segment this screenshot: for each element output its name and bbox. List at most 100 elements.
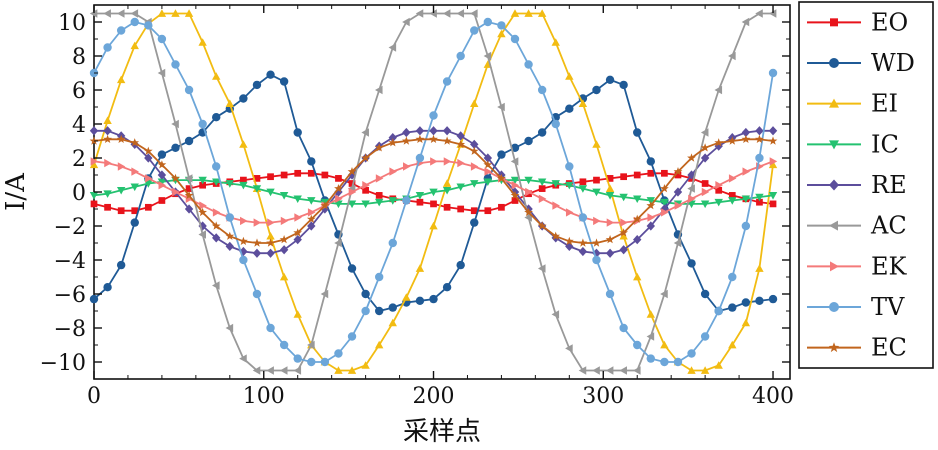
data-point-ei	[700, 366, 710, 374]
data-point-re	[619, 245, 628, 255]
data-point-eo	[647, 169, 655, 177]
data-point-ei	[402, 293, 411, 301]
data-point-wd	[768, 294, 778, 304]
data-point-eo	[470, 207, 478, 215]
data-point-ac	[212, 281, 220, 290]
data-point-tv	[456, 51, 465, 61]
data-point-ic	[293, 195, 302, 203]
data-point-re	[687, 170, 696, 180]
data-point-wd	[537, 128, 547, 137]
data-point-eo	[443, 203, 451, 211]
data-point-ac	[361, 128, 369, 137]
data-point-re	[565, 241, 574, 252]
data-point-ei	[714, 361, 723, 369]
data-point-wd	[605, 75, 615, 85]
data-point-ec	[768, 136, 778, 145]
data-point-ic	[116, 186, 126, 195]
data-point-wd	[470, 218, 479, 227]
data-point-ek	[280, 216, 289, 226]
data-point-tv	[592, 255, 601, 265]
data-point-ic	[374, 198, 384, 207]
data-point-ei	[741, 318, 751, 327]
data-point-tv	[157, 34, 167, 44]
data-point-ac	[116, 9, 125, 18]
data-point-ac	[415, 9, 424, 18]
data-point-ek	[593, 216, 601, 226]
data-point-ic	[578, 185, 588, 193]
data-point-ek	[348, 187, 357, 197]
data-point-eo	[728, 192, 736, 199]
data-point-ek	[552, 201, 560, 210]
data-point-tv	[510, 34, 520, 44]
legend-item-wd: WD	[807, 49, 915, 77]
data-point-ic	[565, 181, 574, 190]
data-point-wd	[429, 294, 438, 304]
data-point-ec	[660, 184, 669, 193]
series-tv	[89, 17, 778, 367]
data-point-re	[483, 153, 493, 163]
data-point-ei	[130, 41, 139, 50]
data-point-tv	[633, 340, 642, 350]
data-point-ei	[415, 264, 425, 272]
data-point-ec	[388, 138, 398, 147]
data-point-ek	[199, 201, 207, 210]
data-point-eo	[756, 198, 763, 206]
series-ac	[89, 9, 777, 375]
data-point-ek	[511, 181, 520, 190]
data-point-ec	[687, 153, 696, 162]
data-point-re	[741, 127, 751, 138]
data-point-eo	[253, 175, 261, 182]
series-ek	[90, 157, 778, 227]
data-point-eo	[430, 200, 437, 208]
legend-label: TV	[871, 293, 905, 321]
data-point-eo	[117, 207, 125, 215]
data-point-tv	[402, 196, 411, 205]
data-point-eo	[375, 192, 383, 199]
data-point-ic	[89, 192, 99, 200]
data-point-eo	[769, 200, 777, 208]
data-point-tv	[184, 85, 194, 95]
data-point-tv	[334, 349, 343, 358]
data-point-ek	[728, 174, 737, 183]
data-point-ac	[266, 366, 274, 375]
data-point-tv	[714, 306, 723, 316]
data-point-ec	[442, 136, 452, 145]
data-point-tv	[415, 153, 425, 163]
data-point-wd	[565, 104, 574, 113]
data-point-ac	[184, 174, 193, 183]
legend-marker	[830, 261, 839, 272]
data-point-ec	[497, 173, 506, 183]
data-point-tv	[307, 357, 316, 367]
data-point-ic	[551, 180, 560, 188]
x-axis-label: 采样点	[403, 417, 481, 447]
data-point-ic	[198, 176, 207, 185]
data-point-ac	[279, 366, 288, 375]
data-point-ec	[320, 201, 330, 210]
data-point-re	[279, 245, 289, 255]
data-point-ac	[646, 332, 655, 341]
data-point-ic	[103, 190, 112, 198]
legend-label: EI	[871, 90, 898, 118]
data-point-eo	[185, 185, 193, 192]
data-point-ec	[605, 235, 615, 244]
legend-item-ac: AC	[807, 212, 907, 240]
data-point-eo	[294, 169, 302, 177]
data-point-ek	[172, 187, 180, 197]
data-point-eo	[416, 198, 424, 206]
data-point-eo	[701, 180, 709, 187]
data-point-re	[442, 126, 452, 136]
data-point-ac	[673, 238, 682, 248]
data-point-ek	[457, 158, 465, 168]
data-point-tv	[578, 213, 588, 222]
data-point-wd	[184, 136, 194, 146]
data-point-ei	[116, 75, 126, 84]
data-point-ec	[374, 143, 384, 152]
data-point-ic	[415, 192, 425, 200]
data-point-tv	[483, 17, 493, 27]
data-point-ei	[388, 318, 397, 327]
legend-marker	[829, 220, 838, 231]
data-point-ec	[402, 136, 411, 145]
data-point-ic	[442, 186, 452, 195]
data-point-ec	[293, 228, 303, 237]
legend-item-tv: TV	[807, 293, 905, 321]
